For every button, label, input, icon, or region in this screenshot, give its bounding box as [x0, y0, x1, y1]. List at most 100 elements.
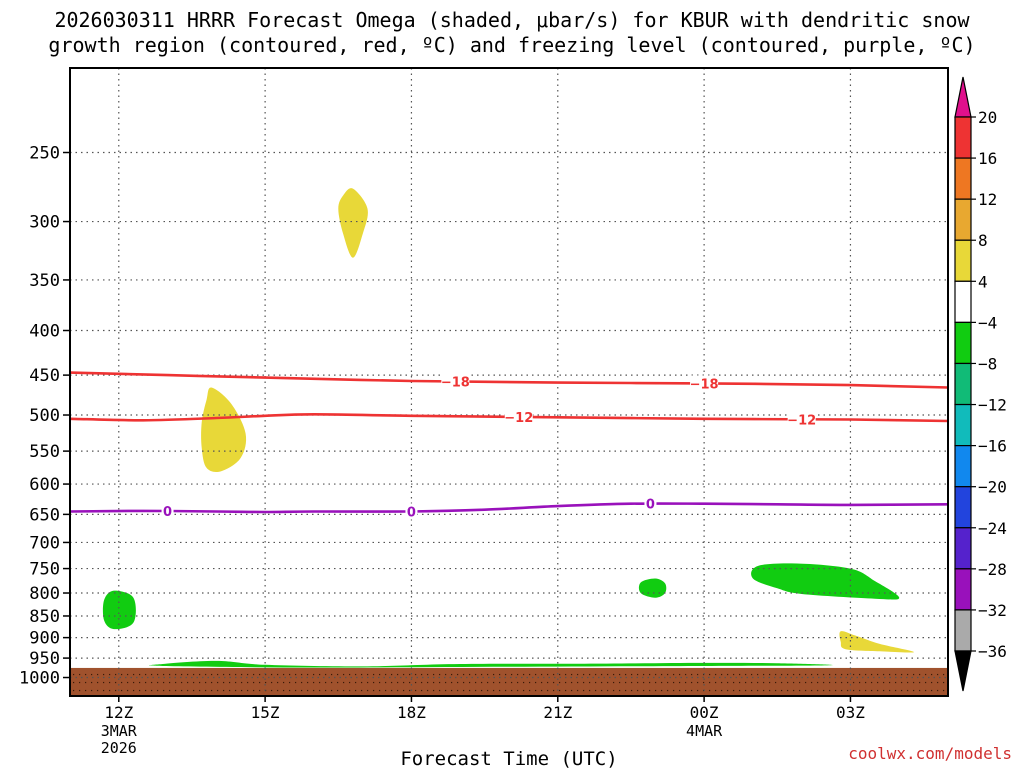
ground-dot [619, 689, 621, 692]
shaded-region-0 [338, 188, 368, 258]
ground-dot [937, 673, 939, 676]
ground-dot [139, 681, 141, 684]
ground-dot [235, 689, 237, 692]
ground-dot [217, 689, 219, 692]
source-watermark[interactable]: coolwx.com/models [848, 744, 1012, 763]
ground-dot [325, 681, 327, 684]
ground-dot [217, 673, 219, 676]
ground-dot [73, 681, 75, 684]
contour-label--12-1: −12 [787, 413, 816, 428]
ground-dot [919, 681, 921, 684]
ground-dot [583, 673, 585, 676]
contour-label--12-0: −12 [504, 411, 533, 426]
ground-dot [511, 681, 513, 684]
ground-dot [421, 689, 423, 692]
ground-dot [475, 689, 477, 692]
colorbar-label-6: −8 [978, 354, 997, 373]
plot-frame [69, 67, 949, 697]
ground-dot [109, 673, 111, 676]
ground-dot [253, 673, 255, 676]
ground-dot [343, 673, 345, 676]
ground-dot [865, 689, 867, 692]
ground-dot [151, 689, 153, 692]
ground-dot [433, 673, 435, 676]
ground-dot [781, 673, 783, 676]
ground-dot [517, 673, 519, 676]
ground-dot [589, 673, 591, 676]
ground-dot [655, 673, 657, 676]
shaded-region-2 [839, 631, 914, 653]
ground-dot [643, 681, 645, 684]
ground-dot [229, 689, 231, 692]
ground-dot [877, 681, 879, 684]
ground-dot [511, 673, 513, 676]
ground-dot [871, 673, 873, 676]
colorbar-band-5 [954, 321, 972, 365]
ground-dot [91, 689, 93, 692]
ground-dot [115, 689, 117, 692]
ground-dot [697, 673, 699, 676]
ground-dot [349, 673, 351, 676]
ground-dot [679, 681, 681, 684]
ground-dot [187, 681, 189, 684]
colorbar-label-12: −32 [978, 601, 1007, 620]
ground-dot [529, 689, 531, 692]
ground-dot [133, 673, 135, 676]
ground-dot [523, 673, 525, 676]
ground-rect [70, 667, 948, 696]
ground-dot [505, 673, 507, 676]
ground-dot [337, 689, 339, 692]
ground-dot [499, 673, 501, 676]
ground-dot [193, 689, 195, 692]
ground-dot [391, 689, 393, 692]
ground-dot [121, 681, 123, 684]
ground-dot [355, 681, 357, 684]
ground-dot [691, 673, 693, 676]
ground-dot [79, 689, 81, 692]
ground-dot [937, 681, 939, 684]
ground-dot [763, 673, 765, 676]
ground-dot [427, 681, 429, 684]
ground-dot [97, 681, 99, 684]
ground-dot [175, 673, 177, 676]
ground-dot [355, 689, 357, 692]
ground-dot [913, 681, 915, 684]
ground-dot [457, 673, 459, 676]
ground-dot [619, 673, 621, 676]
ground-dot [637, 673, 639, 676]
ground-dot [295, 681, 297, 684]
ground-dot [349, 689, 351, 692]
ground-dot [499, 681, 501, 684]
ground-dot [541, 681, 543, 684]
ground-dot [829, 681, 831, 684]
ground-dot [259, 673, 261, 676]
ground-dot [511, 689, 513, 692]
ground-dot [421, 681, 423, 684]
ground-dot [937, 689, 939, 692]
ground-dot [169, 689, 171, 692]
colorbar-label-5: −4 [978, 313, 997, 332]
ground-dot [163, 673, 165, 676]
ground-dot [793, 681, 795, 684]
ground-dot [859, 681, 861, 684]
ground-dot [799, 681, 801, 684]
x-tick-label-15Z: 15Z [251, 703, 280, 722]
ground-dot [409, 689, 411, 692]
ground-dot [223, 681, 225, 684]
colorbar-band-4 [954, 280, 972, 323]
ground-dot [283, 689, 285, 692]
ground-dot [121, 673, 123, 676]
ground-dot [391, 681, 393, 684]
ground-dot [517, 689, 519, 692]
ground-dot [379, 673, 381, 676]
ground-dot [799, 673, 801, 676]
ground-dot [571, 689, 573, 692]
ground-dot [103, 673, 105, 676]
ground-dot [349, 681, 351, 684]
ground-dot [715, 681, 717, 684]
ground-dot [901, 689, 903, 692]
ground-dot [751, 681, 753, 684]
ground-dot [931, 673, 933, 676]
ground-dot [931, 681, 933, 684]
ground-dot [355, 673, 357, 676]
